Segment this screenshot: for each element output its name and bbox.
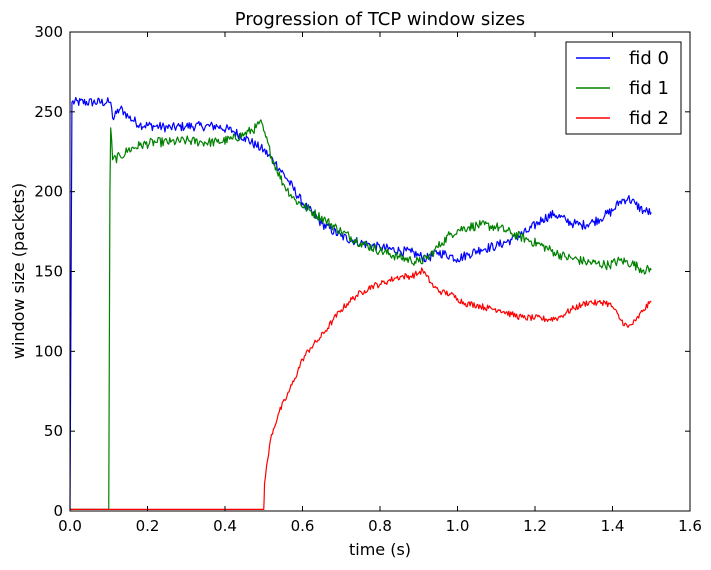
x-tick-label: 0.4 xyxy=(213,517,237,535)
y-tick-label: 50 xyxy=(44,422,63,440)
legend-label-2: fid 2 xyxy=(629,108,669,129)
x-axis-label: time (s) xyxy=(349,540,411,559)
x-tick-label: 1.4 xyxy=(601,517,625,535)
x-tick-label: 0.8 xyxy=(368,517,392,535)
x-tick-label: 0.6 xyxy=(291,517,315,535)
legend-label-0: fid 0 xyxy=(629,48,669,69)
series-line-0 xyxy=(69,96,652,510)
x-tick-label: 1.6 xyxy=(678,517,702,535)
x-tick-label: 0.2 xyxy=(136,517,160,535)
legend: fid 0 fid 1 fid 2 xyxy=(565,41,682,135)
series-layer xyxy=(69,96,652,510)
chart-title: Progression of TCP window sizes xyxy=(235,9,525,30)
y-tick-label: 250 xyxy=(34,103,63,121)
series-line-1 xyxy=(70,119,652,510)
x-tick-label: 1.2 xyxy=(523,517,547,535)
y-tick-label: 100 xyxy=(34,342,63,360)
x-tick-label: 0.0 xyxy=(58,517,82,535)
y-tick-label: 0 xyxy=(53,502,63,520)
legend-label-1: fid 1 xyxy=(629,78,669,99)
y-axis-label: window size (packets) xyxy=(9,183,28,359)
y-tick-label: 300 xyxy=(34,23,63,41)
ticks-layer: 0.0 0.2 0.4 0.6 0.8 1.0 1.2 1.4 1.6 0 50 100 150 200 2… xyxy=(34,23,702,535)
y-tick-label: 150 xyxy=(34,263,63,281)
x-tick-label: 1.0 xyxy=(446,517,470,535)
series-line-2 xyxy=(70,267,652,510)
y-tick-label: 200 xyxy=(34,183,63,201)
